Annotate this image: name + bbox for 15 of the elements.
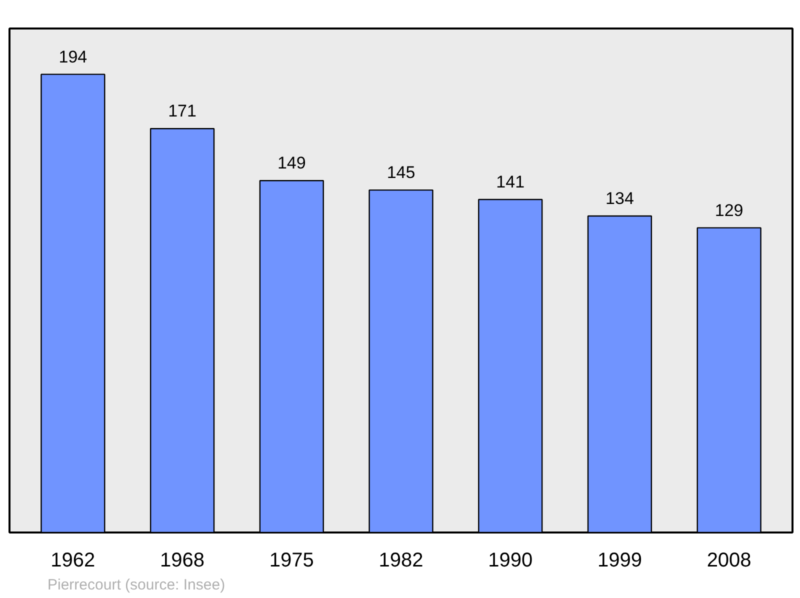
data-label: 171 xyxy=(168,102,196,121)
x-tick-label: 1962 xyxy=(50,550,96,572)
x-tick-label: 1990 xyxy=(488,550,533,572)
x-tick-label: 1975 xyxy=(269,550,314,572)
x-tick-label: 2008 xyxy=(706,550,752,572)
data-label: 149 xyxy=(277,154,306,173)
data-label: 145 xyxy=(386,163,416,182)
text: Pierrecourt (source: Insee) xyxy=(48,576,226,594)
x-tick-label: 1999 xyxy=(597,550,642,572)
data-label: 194 xyxy=(58,47,88,66)
data-label: 134 xyxy=(606,189,634,208)
data-label: 141 xyxy=(496,172,525,192)
x-tick-label: 1968 xyxy=(160,550,205,572)
data-label: 129 xyxy=(714,200,744,220)
x-tick-label: 1982 xyxy=(378,550,424,572)
